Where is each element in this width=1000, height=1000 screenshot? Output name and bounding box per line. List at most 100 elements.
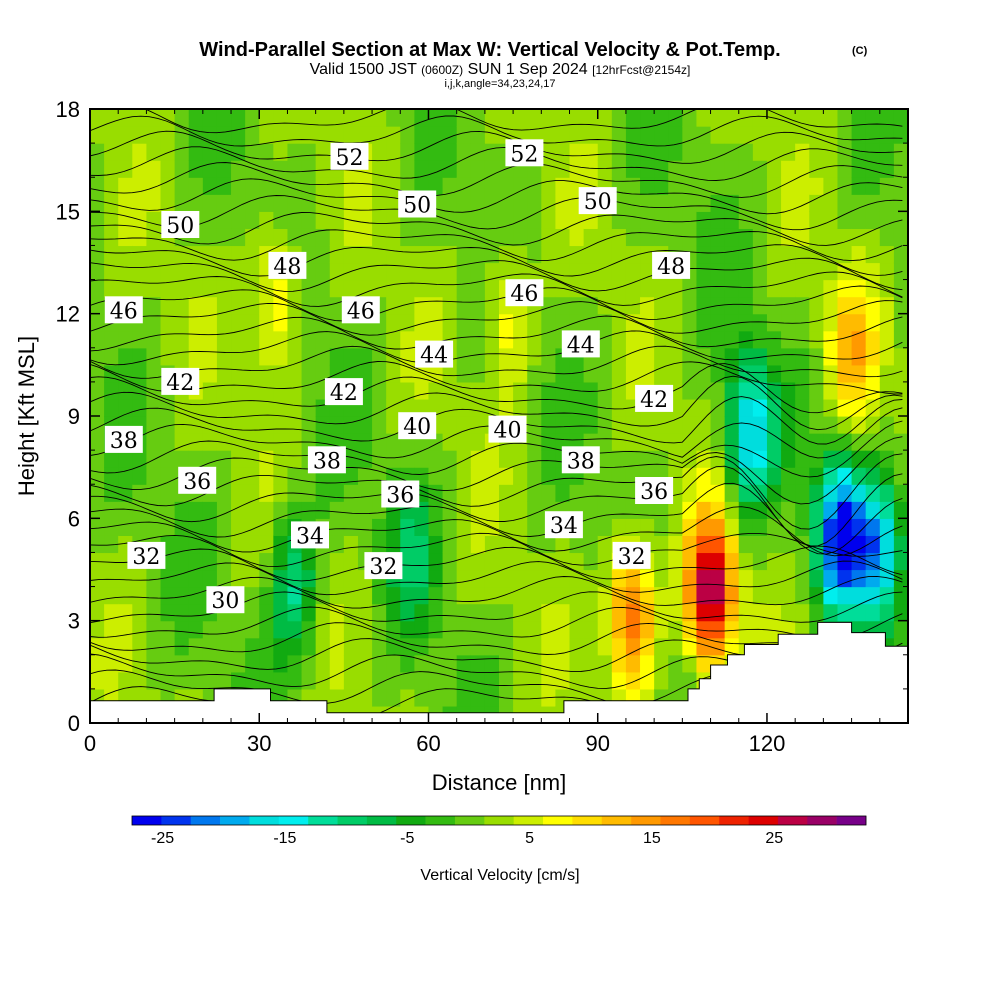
w-cell [104, 671, 119, 690]
w-cell [132, 569, 148, 588]
w-cell [823, 262, 839, 281]
w-cell [202, 194, 218, 212]
w-cell [696, 569, 712, 588]
terrain-mask [90, 621, 908, 723]
w-cell [132, 501, 148, 519]
w-cell [315, 330, 331, 349]
w-cell [513, 347, 528, 366]
w-cell [301, 671, 317, 690]
w-cell [400, 347, 415, 366]
w-cell [259, 603, 274, 622]
w-cell [611, 126, 627, 144]
w-cell [132, 245, 148, 264]
w-cell [216, 160, 232, 178]
w-cell [809, 262, 824, 281]
w-cell [160, 398, 176, 417]
w-cell [216, 501, 232, 519]
w-cell [879, 194, 895, 212]
w-cell [710, 416, 726, 434]
w-cell [301, 569, 317, 588]
w-cell [428, 398, 444, 417]
w-cell [343, 586, 359, 605]
w-cell [724, 296, 740, 315]
w-cell [583, 143, 599, 161]
w-cell [357, 501, 373, 519]
w-cell [823, 467, 839, 485]
w-cell [879, 467, 895, 485]
w-cell [132, 228, 148, 247]
w-cell [823, 330, 839, 349]
w-cell [893, 126, 908, 144]
w-cell [752, 279, 768, 298]
w-cell [724, 569, 740, 588]
w-cell [879, 416, 895, 434]
x-tick-label: 30 [247, 731, 271, 756]
w-cell [851, 535, 867, 554]
w-cell [188, 586, 204, 605]
w-cell [569, 603, 585, 622]
w-cell [710, 228, 726, 247]
theta-contour [90, 315, 903, 352]
w-cell [569, 296, 585, 315]
theta-label-box [161, 211, 200, 238]
w-cell [668, 143, 683, 161]
w-cell [527, 194, 542, 212]
w-cell [132, 398, 148, 417]
w-cell [724, 381, 740, 400]
w-cell [710, 484, 726, 502]
w-cell [174, 160, 190, 178]
w-cell [738, 330, 754, 349]
w-cell [301, 313, 317, 332]
w-cell [738, 586, 754, 605]
w-cell [329, 245, 345, 264]
w-cell [118, 569, 133, 588]
colorbar-tick-label: -5 [400, 830, 414, 847]
w-cell [428, 501, 444, 519]
w-cell [357, 467, 373, 485]
w-cell [766, 160, 782, 178]
w-cell [90, 381, 105, 400]
w-cell [682, 126, 698, 144]
w-cell [301, 364, 317, 383]
w-cell [456, 416, 472, 434]
w-cell [456, 620, 472, 639]
w-cell [513, 637, 528, 656]
w-cell [851, 279, 867, 298]
theta-contour [90, 532, 903, 568]
w-cell [668, 552, 683, 571]
w-cell [710, 535, 726, 554]
w-cell [259, 671, 274, 690]
w-cell [104, 245, 119, 264]
w-cell [90, 296, 105, 315]
w-cell [682, 313, 698, 332]
w-cell [287, 279, 303, 298]
theta-label: 36 [381, 480, 420, 509]
w-cell [865, 603, 881, 622]
colorbar-swatch [748, 816, 779, 825]
w-cell [357, 518, 373, 536]
w-cell [696, 654, 712, 673]
w-cell [470, 433, 486, 451]
w-cell [879, 262, 895, 281]
w-cell [273, 364, 289, 383]
w-cell [118, 160, 133, 178]
w-cell [837, 126, 853, 144]
w-cell [879, 603, 895, 622]
w-cell [428, 620, 444, 639]
w-cell [682, 160, 698, 178]
w-cell [470, 296, 486, 315]
w-cell [625, 228, 641, 247]
w-cell [343, 467, 359, 485]
w-cell [470, 245, 486, 264]
w-cell [710, 313, 726, 332]
w-cell [174, 296, 190, 315]
w-cell [414, 569, 430, 588]
w-cell [372, 177, 387, 195]
w-cell [188, 296, 204, 315]
w-cell [583, 126, 599, 144]
w-cell [752, 603, 768, 622]
w-cell [202, 416, 218, 434]
w-cell [231, 313, 246, 332]
w-cell [541, 296, 557, 315]
theta-label-box [291, 521, 329, 549]
